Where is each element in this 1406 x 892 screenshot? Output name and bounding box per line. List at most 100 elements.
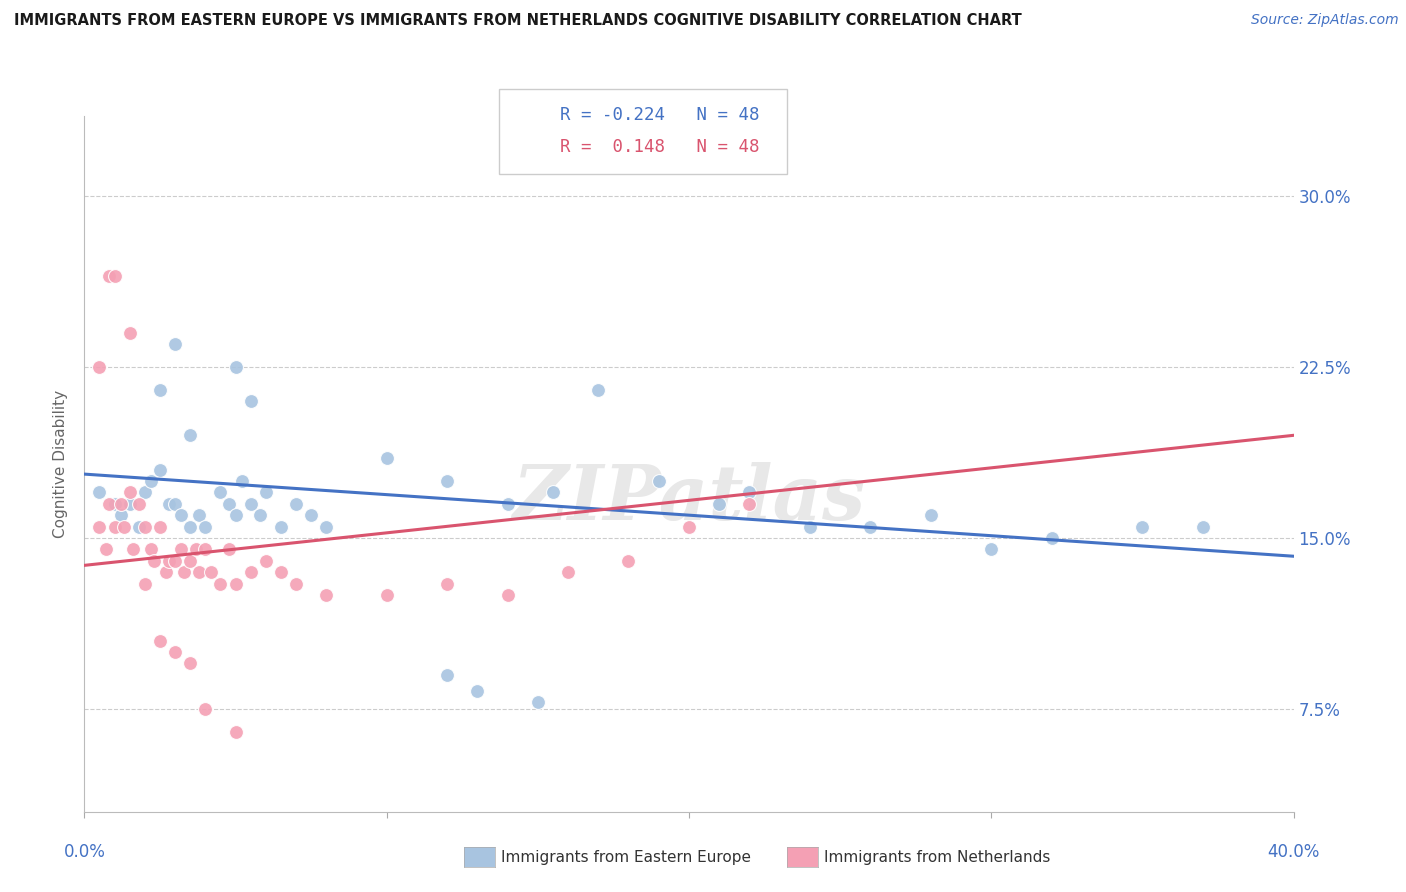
Point [142, 554, 165, 568]
Point [254, 554, 277, 568]
Point [128, 497, 150, 511]
Point [557, 565, 579, 579]
Point [270, 565, 292, 579]
Point [200, 565, 222, 579]
Point [121, 542, 143, 557]
Point [209, 576, 232, 591]
Point [239, 565, 262, 579]
Text: 0.0%: 0.0% [63, 843, 105, 861]
Point [118, 485, 141, 500]
Point [1040, 531, 1063, 545]
Point [225, 576, 247, 591]
Point [1192, 519, 1215, 533]
Point [104, 497, 127, 511]
Point [170, 542, 193, 557]
Point [1130, 519, 1153, 533]
Point [225, 508, 247, 523]
Point [89, 359, 111, 374]
Point [110, 497, 132, 511]
Point [89, 485, 111, 500]
Point [139, 542, 162, 557]
Point [149, 462, 172, 476]
Point [179, 554, 201, 568]
Point [134, 576, 156, 591]
Text: IMMIGRANTS FROM EASTERN EUROPE VS IMMIGRANTS FROM NETHERLANDS COGNITIVE DISABILI: IMMIGRANTS FROM EASTERN EUROPE VS IMMIGR… [14, 13, 1022, 29]
Point [165, 497, 187, 511]
Point [157, 497, 180, 511]
Point [299, 508, 322, 523]
Point [149, 383, 172, 397]
Point [249, 508, 271, 523]
Point [118, 497, 141, 511]
Point [920, 508, 942, 523]
Text: R =  0.148   N = 48: R = 0.148 N = 48 [560, 138, 759, 156]
Point [648, 474, 671, 488]
Point [239, 394, 262, 409]
Point [436, 576, 458, 591]
Point [859, 519, 882, 533]
Point [285, 497, 308, 511]
Text: Source: ZipAtlas.com: Source: ZipAtlas.com [1251, 13, 1399, 28]
Point [94, 542, 117, 557]
Point [799, 519, 821, 533]
Point [527, 695, 550, 709]
Point [218, 542, 240, 557]
Point [315, 588, 337, 602]
Point [89, 519, 111, 533]
Point [188, 508, 211, 523]
Point [375, 588, 398, 602]
Point [315, 519, 337, 533]
Text: ZIPatlas: ZIPatlas [512, 462, 866, 535]
Point [225, 359, 247, 374]
Point [375, 451, 398, 466]
Point [149, 519, 172, 533]
Point [139, 474, 162, 488]
Point [254, 485, 277, 500]
Point [617, 554, 640, 568]
Text: R = -0.224   N = 48: R = -0.224 N = 48 [560, 106, 759, 124]
Point [496, 497, 519, 511]
Point [194, 542, 217, 557]
Point [179, 657, 201, 671]
Point [194, 702, 217, 716]
Point [149, 633, 172, 648]
Point [112, 519, 135, 533]
Point [110, 508, 132, 523]
Point [134, 485, 156, 500]
Point [155, 565, 177, 579]
Point [678, 519, 700, 533]
Point [218, 497, 240, 511]
Point [496, 588, 519, 602]
Point [165, 645, 187, 659]
Point [270, 519, 292, 533]
Point [128, 519, 150, 533]
Point [194, 519, 217, 533]
Point [170, 508, 193, 523]
Text: Immigrants from Netherlands: Immigrants from Netherlands [824, 850, 1050, 864]
Point [231, 474, 253, 488]
Point [588, 383, 610, 397]
Point [188, 565, 211, 579]
Point [104, 268, 127, 283]
Text: Immigrants from Eastern Europe: Immigrants from Eastern Europe [501, 850, 751, 864]
Point [225, 724, 247, 739]
Point [980, 542, 1002, 557]
Point [285, 576, 308, 591]
Point [209, 485, 232, 500]
Point [186, 542, 208, 557]
Point [157, 554, 180, 568]
Y-axis label: Cognitive Disability: Cognitive Disability [53, 390, 69, 538]
Point [709, 497, 731, 511]
Point [436, 474, 458, 488]
Point [541, 485, 564, 500]
Point [179, 519, 201, 533]
Point [467, 683, 489, 698]
Point [104, 519, 127, 533]
Point [118, 326, 141, 340]
Point [165, 337, 187, 351]
Point [239, 497, 262, 511]
Point [134, 519, 156, 533]
Text: 40.0%: 40.0% [1267, 843, 1320, 861]
Point [738, 485, 761, 500]
Point [97, 497, 120, 511]
